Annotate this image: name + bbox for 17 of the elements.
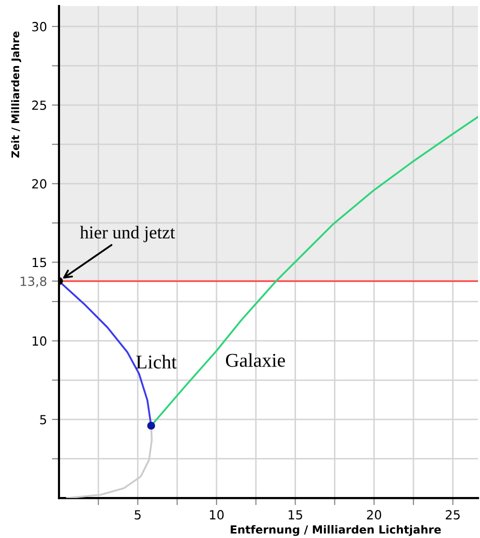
y-tick-label: 20 [32,179,46,189]
y-tick-label: 25 [32,100,46,110]
annotation: hier und jetzt [80,226,175,242]
x-tick-label: 20 [367,510,382,520]
x-tick-label: 10 [210,510,224,520]
y-tick-label: 15 [32,258,46,268]
x-tick-label: 25 [446,510,460,520]
series-label: Galaxie [226,353,285,367]
series-label: Licht [136,354,177,369]
y-tick-label: 13,8 [20,276,46,288]
y-tick-label: 5 [40,415,46,424]
y-axis-title: Zeit / Milliarden Jahre [11,32,22,158]
y-tick-label: 30 [32,22,46,32]
y-tick-label: 10 [32,336,46,346]
x-tick-label: 5 [134,510,141,520]
x-axis-title: Entfernung / Milliarden Lichtjahre [230,525,441,536]
x-tick-label: 15 [288,510,302,520]
